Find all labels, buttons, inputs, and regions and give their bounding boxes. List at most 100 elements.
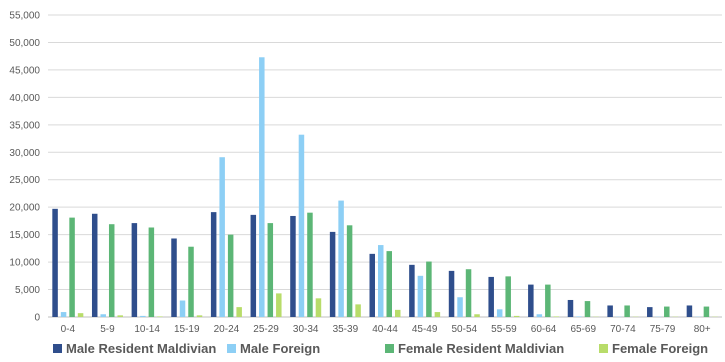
legend: Male Resident Maldivian Male Foreign Femal…: [53, 341, 708, 356]
x-tick-label: 50-54: [452, 324, 478, 335]
bar: [434, 312, 441, 317]
x-tick-label: 55-59: [491, 324, 517, 335]
bar: [196, 315, 203, 317]
bar: [329, 231, 336, 317]
x-tick-label: 45-49: [412, 324, 438, 335]
bar: [703, 306, 710, 317]
x-tick-label: 5-9: [100, 324, 115, 335]
bar: [395, 309, 401, 317]
bar: [219, 157, 225, 317]
bar: [148, 227, 155, 317]
bar: [346, 225, 353, 317]
bar: [584, 301, 591, 317]
legend-label: Male Foreign: [240, 341, 320, 356]
bar: [545, 284, 551, 317]
x-tick-label: 60-64: [531, 324, 557, 335]
bar: [567, 299, 574, 317]
x-tick-label: 35-39: [333, 324, 359, 335]
bar: [386, 251, 392, 317]
x-tick-label: 25-29: [253, 324, 279, 335]
x-tick-label: 30-34: [293, 324, 319, 335]
bar: [576, 316, 582, 317]
bar: [338, 200, 344, 317]
bar: [553, 316, 560, 317]
x-tick-label: 20-24: [214, 324, 240, 335]
bar: [210, 212, 217, 317]
bar: [188, 246, 194, 317]
bar: [52, 208, 58, 317]
bar: [307, 212, 313, 317]
bar: [267, 223, 274, 317]
y-tick-label: 25,000: [9, 175, 40, 186]
bar: [171, 238, 177, 317]
x-tick-label: 0-4: [61, 324, 76, 335]
x-tick-label: 15-19: [174, 324, 200, 335]
bar: [91, 213, 98, 317]
x-tick-label: 75-79: [650, 324, 676, 335]
y-tick-label: 40,000: [9, 93, 40, 104]
bar: [77, 313, 84, 317]
bar: [60, 312, 67, 317]
bar: [157, 316, 163, 317]
bar: [100, 314, 106, 317]
y-tick-label: 10,000: [9, 258, 40, 269]
legend-label: Female Resident Maldivian: [398, 341, 564, 356]
bar: [496, 309, 503, 317]
bar: [298, 134, 305, 317]
x-tick-label: 70-74: [610, 324, 636, 335]
x-tick-label: 40-44: [372, 324, 398, 335]
bar: [290, 215, 296, 317]
bar: [259, 57, 265, 317]
bar: [179, 300, 186, 317]
bar: [108, 224, 115, 317]
bar: [140, 315, 146, 317]
bar: [624, 305, 630, 317]
legend-swatch: [227, 344, 236, 353]
y-tick-label: 20,000: [9, 203, 40, 214]
bar: [513, 315, 520, 317]
bar: [117, 315, 123, 317]
y-tick-label: 0: [34, 313, 40, 324]
bar: [536, 314, 543, 317]
bar: [227, 234, 234, 317]
legend-label: Female Foreign: [612, 341, 708, 356]
x-tick-label: 65-69: [570, 324, 596, 335]
x-tick-label: 10-14: [134, 324, 160, 335]
bar: [276, 293, 282, 317]
bar: [505, 276, 511, 317]
y-tick-label: 55,000: [9, 11, 40, 22]
bar: [315, 298, 322, 317]
bar: [378, 245, 384, 317]
legend-label: Male Resident Maldivian: [66, 341, 216, 356]
legend-swatch: [53, 344, 62, 353]
bar: [409, 264, 415, 317]
bar: [664, 306, 670, 317]
x-axis: 0-4 5-9 10-14 15-19 20-24 25-29 30-34 35-39 40-4…: [61, 324, 711, 335]
x-tick-label: 80+: [694, 324, 711, 335]
bar: [448, 270, 455, 317]
bar: [69, 217, 75, 317]
bar: [236, 307, 242, 317]
y-axis: 0 5,000 10,000 15,000 20,000 25,000 30,000 35,0…: [9, 11, 40, 324]
bar: [250, 214, 257, 317]
bar: [528, 284, 534, 317]
bar: [457, 297, 463, 317]
bar: [474, 314, 480, 317]
bar: [465, 269, 472, 317]
bar: [647, 307, 653, 317]
bar: [417, 275, 424, 317]
bar: [355, 304, 361, 317]
y-tick-label: 30,000: [9, 148, 40, 159]
y-tick-label: 5,000: [15, 285, 40, 296]
y-tick-label: 15,000: [9, 230, 40, 241]
bar: [131, 223, 138, 317]
bar: [607, 305, 613, 317]
y-tick-label: 50,000: [9, 38, 40, 49]
y-tick-label: 35,000: [9, 120, 40, 131]
bar: [488, 276, 494, 317]
legend-swatch: [385, 344, 394, 353]
bar: [426, 261, 432, 317]
bar: [686, 305, 693, 317]
